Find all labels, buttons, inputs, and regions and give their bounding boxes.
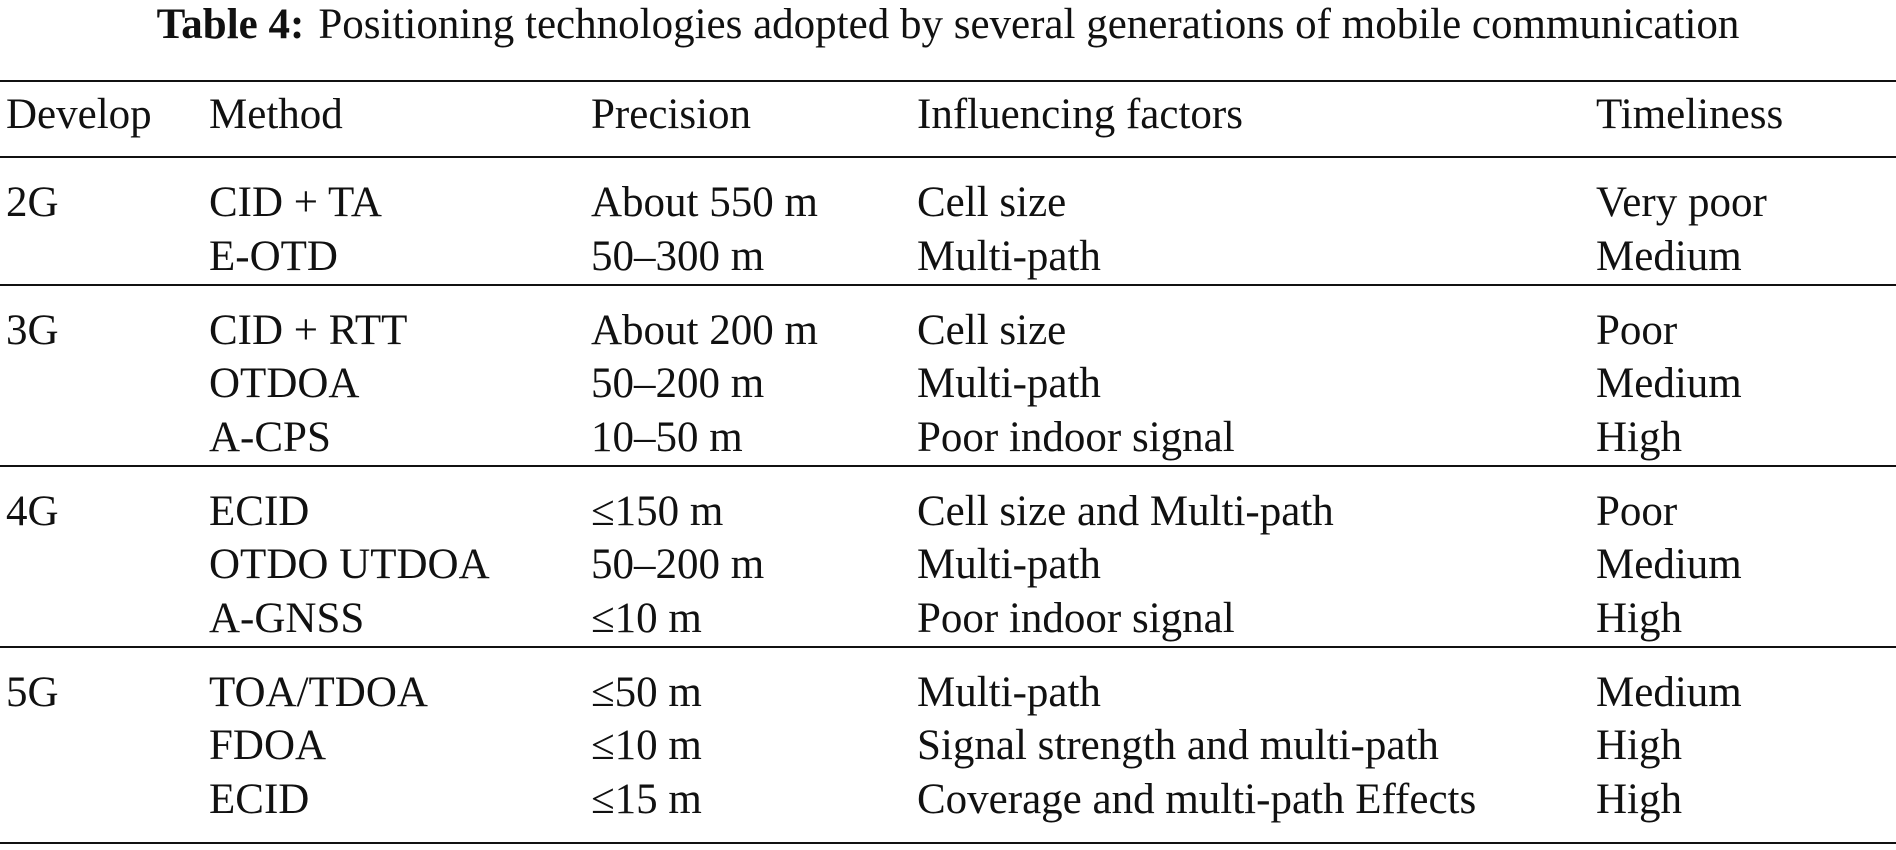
group-rule [0,464,1896,467]
influencing-factors-cell: Coverage and multi-path Effects [917,775,1477,823]
group-rule [0,645,1896,648]
influencing-factors-cell: Poor indoor signal [917,413,1235,461]
influencing-factors-cell: Poor indoor signal [917,594,1235,642]
timeliness-cell: Medium [1596,668,1742,716]
method-cell: CID + TA [209,179,382,226]
timeliness-cell: High [1596,413,1682,461]
influencing-factors-cell: Multi-path [917,360,1101,407]
header-cell: Method [209,91,343,138]
method-cell: OTDO UTDOA [209,541,490,588]
influencing-factors-cell: Multi-path [917,668,1101,716]
precision-cell: ≤10 m [591,594,702,642]
caption-text: Positioning technologies adopted by seve… [318,1,1740,48]
influencing-factors-cell: Multi-path [917,541,1101,588]
table-caption: Table 4: Positioning technologies adopted… [0,0,1896,50]
develop-cell: 3G [6,306,59,354]
timeliness-cell: Poor [1596,487,1678,535]
precision-cell: 50–200 m [591,360,765,407]
method-cell: E-OTD [209,232,338,280]
method-cell: A-GNSS [209,594,365,642]
timeliness-cell: High [1596,775,1682,823]
group-rule [0,283,1896,286]
precision-cell: 50–200 m [591,541,765,588]
timeliness-cell: Very poor [1596,179,1767,226]
header-cell: Timeliness [1596,91,1784,138]
precision-cell: ≤10 m [591,722,702,769]
precision-cell: About 550 m [591,179,818,226]
method-cell: FDOA [209,722,327,769]
timeliness-cell: Medium [1596,541,1742,588]
header-cell: Precision [591,91,752,138]
develop-cell: 4G [6,487,59,535]
influencing-factors-cell: Multi-path [917,232,1101,280]
header-cell: Develop [6,91,152,138]
influencing-factors-cell: Cell size and Multi-path [917,487,1334,535]
header-cell: Influencing factors [917,91,1243,138]
influencing-factors-cell: Signal strength and multi-path [917,722,1439,769]
precision-cell: ≤15 m [591,775,702,823]
top-rule [0,80,1896,82]
timeliness-cell: Poor [1596,306,1678,354]
method-cell: CID + RTT [209,306,408,354]
precision-cell: 10–50 m [591,413,743,461]
precision-cell: ≤150 m [591,487,724,535]
timeliness-cell: High [1596,594,1682,642]
precision-cell: ≤50 m [591,668,702,716]
method-cell: ECID [209,487,310,535]
method-cell: TOA/TDOA [209,668,428,716]
caption-label: Table 4: [156,1,305,48]
method-cell: A-CPS [209,413,331,461]
bottom-rule [0,842,1896,844]
timeliness-cell: Medium [1596,360,1742,407]
precision-cell: 50–300 m [591,232,765,280]
timeliness-cell: Medium [1596,232,1742,280]
influencing-factors-cell: Cell size [917,306,1067,354]
develop-cell: 5G [6,668,59,716]
method-cell: OTDOA [209,360,360,407]
influencing-factors-cell: Cell size [917,179,1067,226]
timeliness-cell: High [1596,722,1682,769]
method-cell: ECID [209,775,310,823]
group-rule [0,156,1896,158]
precision-cell: About 200 m [591,306,818,354]
develop-cell: 2G [6,179,59,226]
